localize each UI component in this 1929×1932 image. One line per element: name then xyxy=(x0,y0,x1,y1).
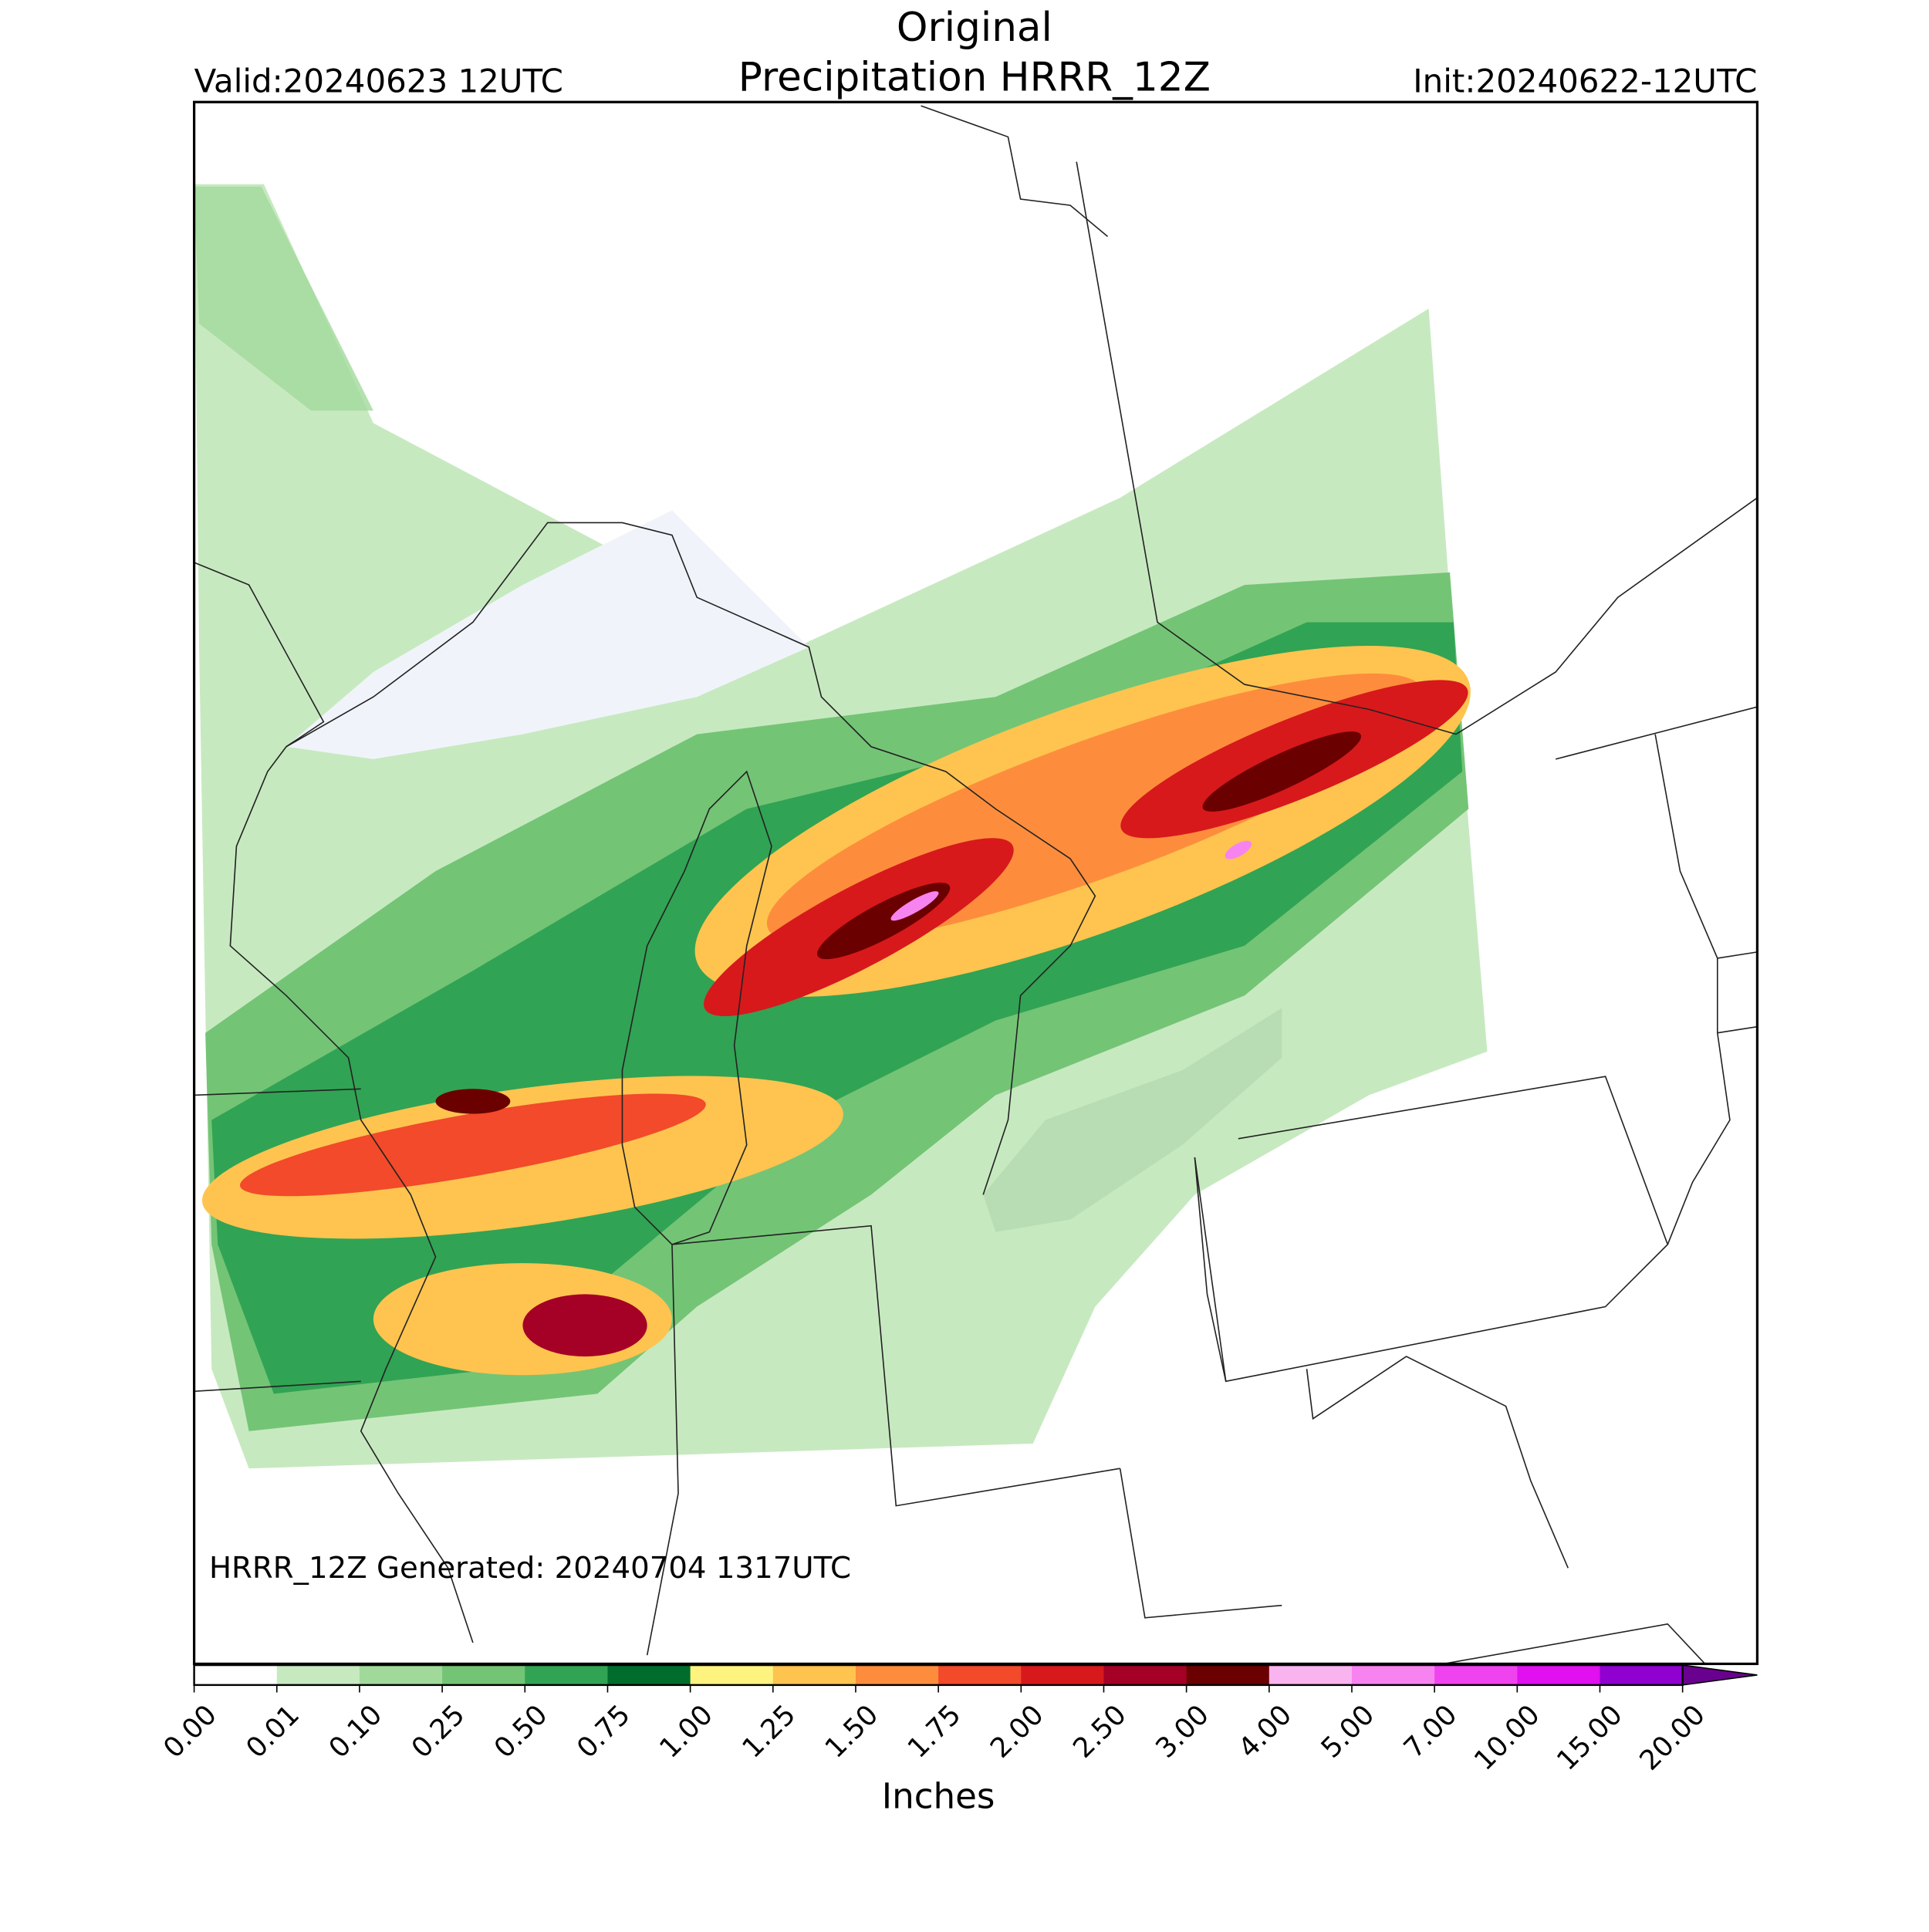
colorbar-tick-label: 0.75 xyxy=(571,1699,637,1765)
colorbar-segment xyxy=(525,1665,608,1685)
state-border xyxy=(1119,1157,1706,1664)
state-border xyxy=(194,1088,1120,1656)
colorbar-tick-label: 10.00 xyxy=(1468,1699,1546,1777)
colorbar-segment xyxy=(855,1665,939,1685)
colorbar-tick-label: 5.00 xyxy=(1315,1699,1380,1765)
colorbar-segment xyxy=(1269,1665,1353,1685)
colorbar-segment xyxy=(607,1665,691,1685)
colorbar-frame xyxy=(193,1663,1684,1687)
colorbar-tick-label: 1.50 xyxy=(819,1699,884,1765)
colorbar-segment xyxy=(359,1665,443,1685)
colorbar-segment xyxy=(1103,1665,1187,1685)
init-time: Init:20240622-12UTC xyxy=(1413,62,1757,100)
state-border xyxy=(1194,706,1758,1383)
colorbar-segment xyxy=(1600,1665,1684,1685)
colorbar-segment xyxy=(938,1665,1022,1685)
colorbar-segment xyxy=(1186,1665,1270,1685)
colorbar-tick-label: 0.10 xyxy=(323,1699,388,1765)
state-border xyxy=(194,562,474,1643)
state-border xyxy=(1076,161,1758,735)
colorbar-segment xyxy=(1021,1665,1104,1685)
colorbar-tick-label: 2.50 xyxy=(1067,1699,1133,1765)
colorbar-tick-label: 1.75 xyxy=(902,1699,968,1765)
colorbar-segment xyxy=(772,1665,856,1685)
precip-field xyxy=(240,1093,706,1197)
colorbar-tick-label: 4.00 xyxy=(1232,1699,1298,1765)
state-border xyxy=(921,105,1731,1245)
precip-field xyxy=(1202,731,1362,812)
state-border xyxy=(621,770,772,1245)
colorbar-extension xyxy=(1681,1664,1758,1686)
colorbar-segment xyxy=(1517,1665,1600,1685)
colorbar-tick-label: 15.00 xyxy=(1551,1699,1629,1777)
lake-area xyxy=(285,510,809,759)
colorbar-label: Inches xyxy=(882,1776,995,1817)
colorbar-tick-label: 2.00 xyxy=(985,1699,1050,1765)
colorbar-segment xyxy=(442,1665,525,1685)
map-frame xyxy=(193,100,1759,1666)
colorbar-tick-label: 0.01 xyxy=(240,1699,306,1765)
subtitle: Precipitation HRRR_12Z xyxy=(738,55,1211,101)
title: Original xyxy=(897,5,1052,51)
colorbar-tick-label: 0.50 xyxy=(488,1699,554,1765)
colorbar-tick-label: 7.00 xyxy=(1398,1699,1464,1765)
colorbar-tick-label: 20.00 xyxy=(1633,1699,1711,1777)
colorbar-tick-label: 1.25 xyxy=(736,1699,802,1765)
lake-area xyxy=(983,1008,1282,1232)
map-area: HRRR_12Z Generated: 20240704 1317UTC xyxy=(193,100,1759,1666)
colorbar-tick-label: 0.25 xyxy=(406,1699,471,1765)
precip-field xyxy=(890,891,939,921)
colorbar-segment xyxy=(1434,1665,1518,1685)
colorbar-tick-label: 1.00 xyxy=(654,1699,719,1765)
precip-field xyxy=(194,186,373,411)
colorbar-tick-label: 3.00 xyxy=(1150,1699,1215,1765)
colorbar: 0.00 0.01 0.10 0.25 0.50 0.75 1.00 1.25 1.50 1.75… xyxy=(157,1663,1758,1777)
colorbar-segment xyxy=(1351,1665,1435,1685)
colorbar-segment xyxy=(690,1665,774,1685)
valid-time: Valid:20240623 12UTC xyxy=(194,62,563,100)
colorbar-segment xyxy=(276,1665,360,1685)
state-border xyxy=(285,522,1096,1195)
generated-note: HRRR_12Z Generated: 20240704 1317UTC xyxy=(209,1551,851,1586)
colorbar-segment xyxy=(194,1665,278,1685)
precip-field xyxy=(522,1294,647,1357)
precip-field xyxy=(435,1089,511,1114)
colorbar-tick-label: 0.00 xyxy=(157,1699,223,1765)
precip-field xyxy=(1225,840,1252,860)
